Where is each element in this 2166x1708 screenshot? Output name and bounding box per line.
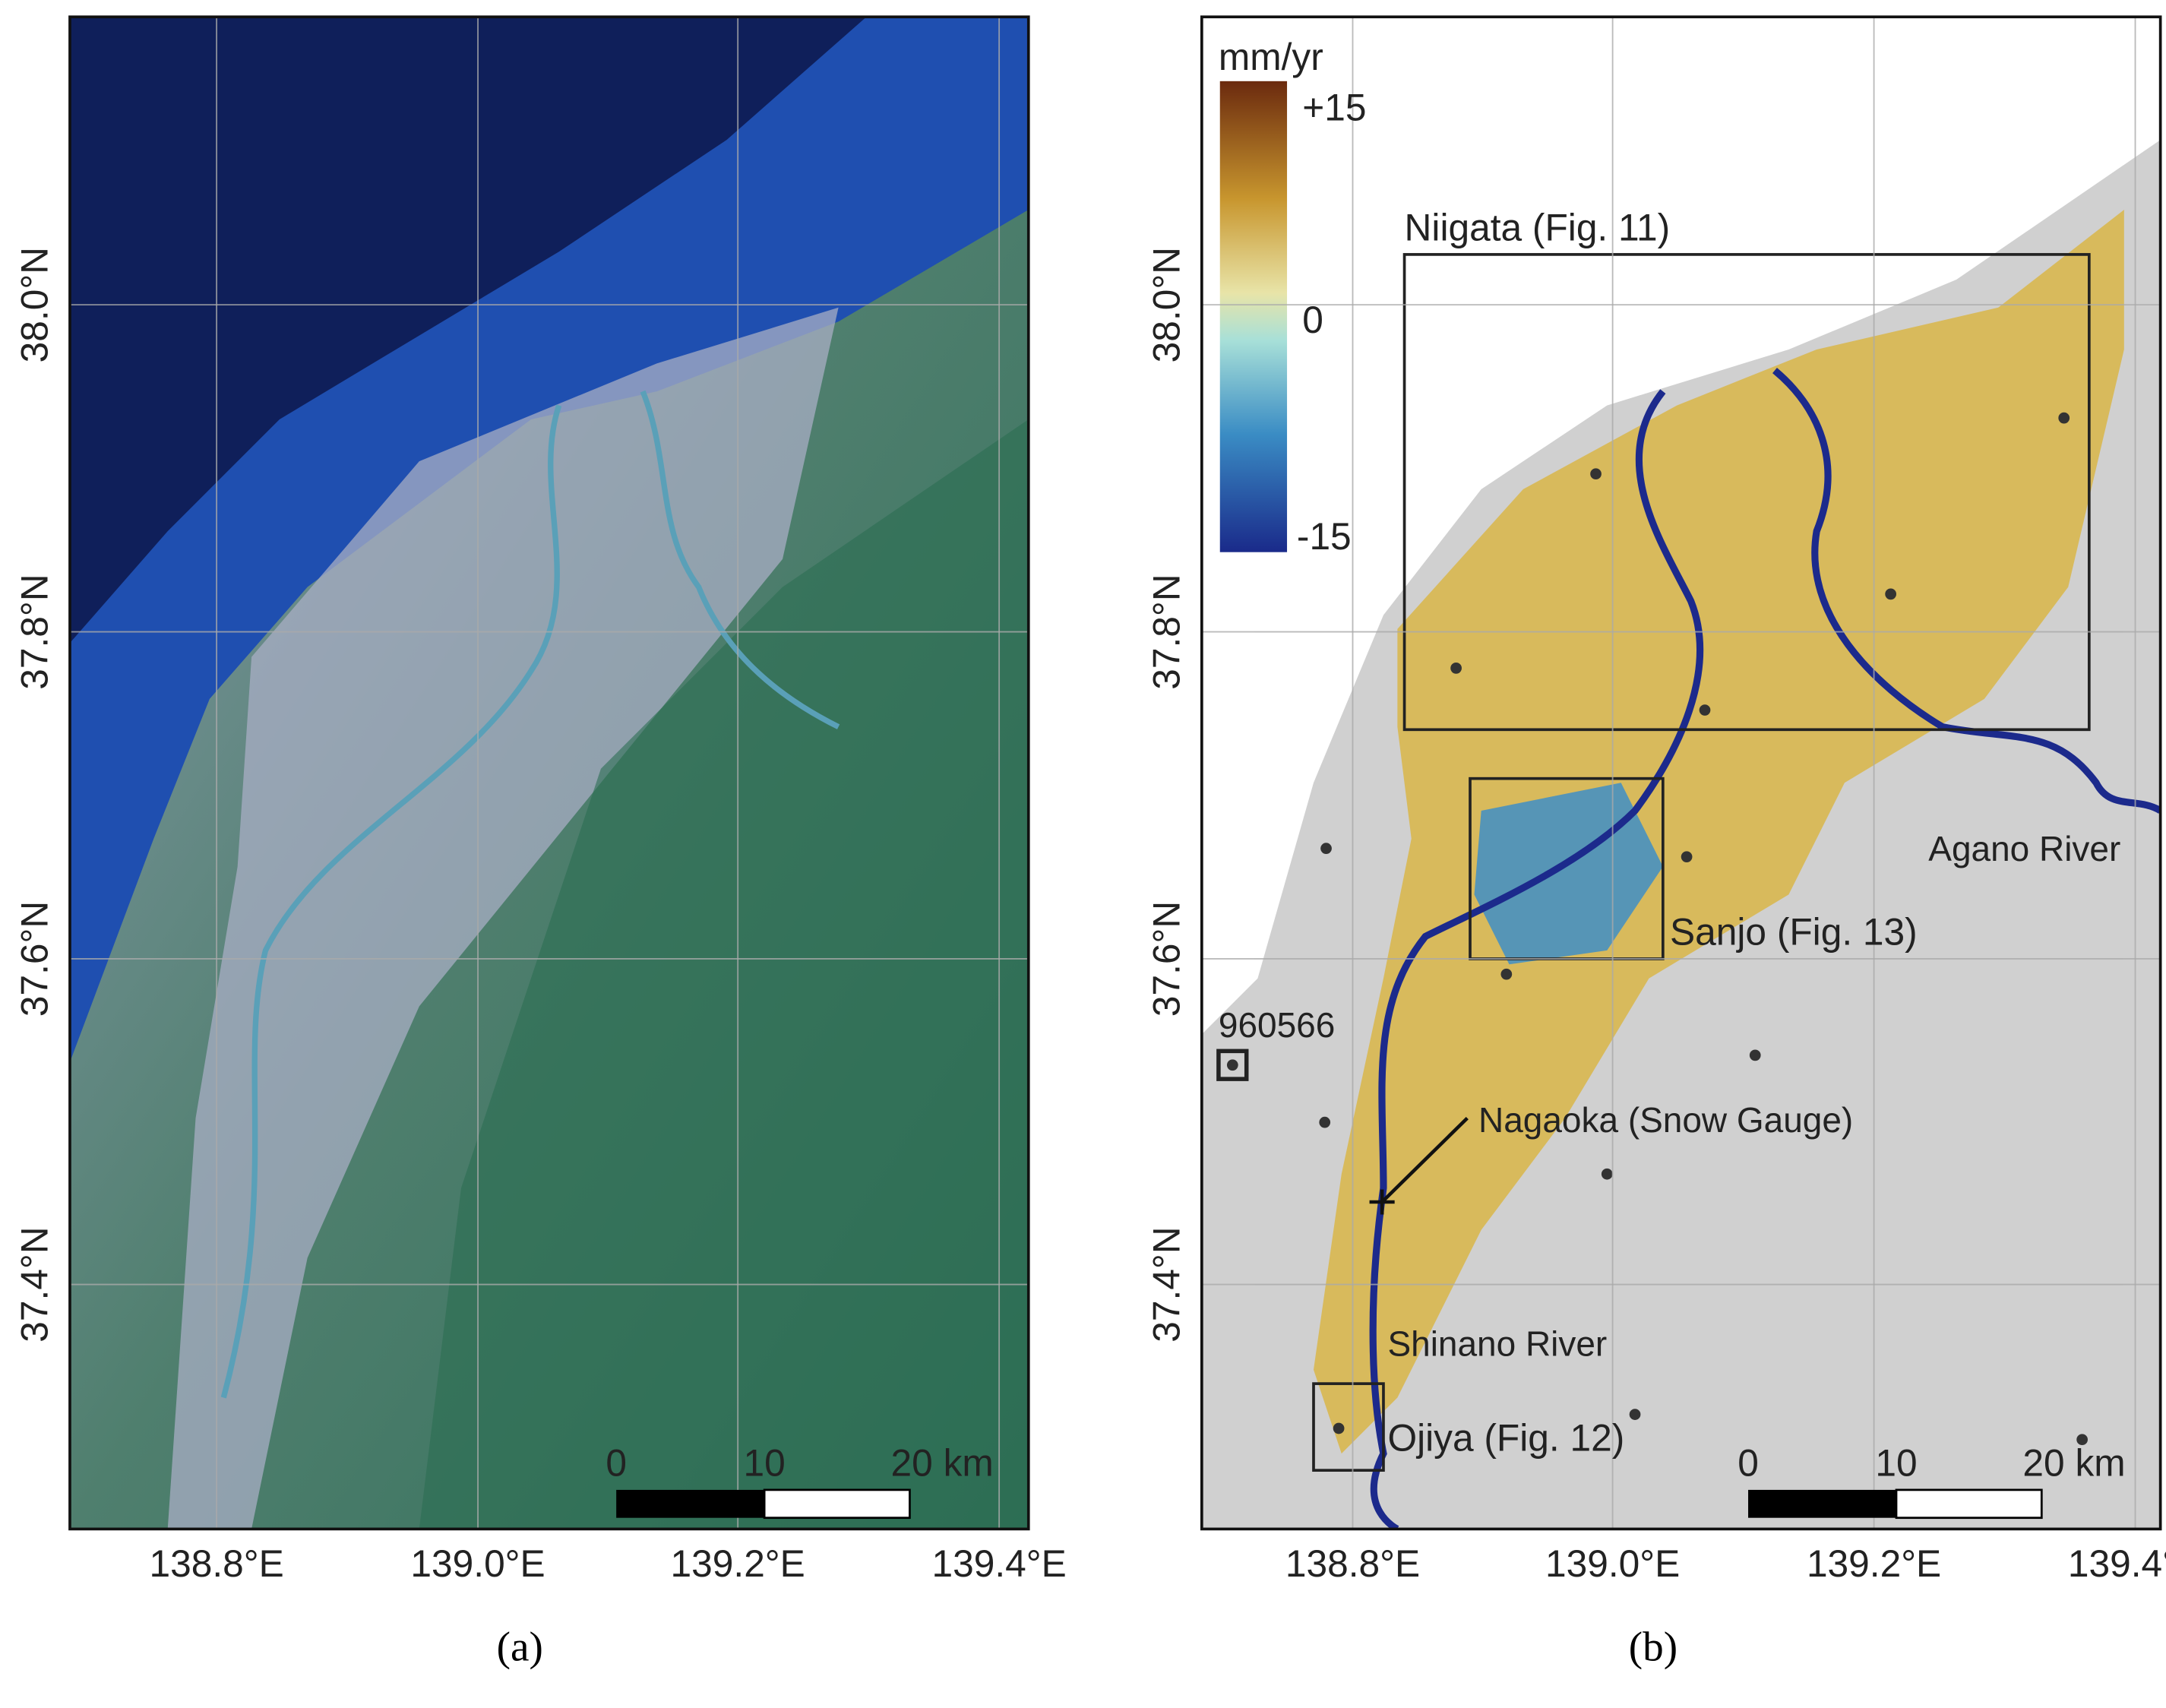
annotation: Nagaoka (Snow Gauge) [1478,1100,1853,1140]
x-axis-label: 138.8°E [1285,1542,1420,1585]
scale-bar-black [616,1489,765,1518]
y-axis-label: 37.6°N [1145,901,1187,1017]
panel-caption: (a) [497,1623,543,1669]
scale-bar-label: 0 [1738,1442,1759,1485]
scale-bar-black [1748,1489,1897,1518]
scale-bar-label: 0 [606,1442,627,1485]
legend-unit: mm/yr [1219,36,1323,78]
annotation: Sanjo (Fig. 13) [1670,911,1918,954]
scale-bar-label: 20 km [891,1442,994,1485]
annotation: Niigata (Fig. 11) [1405,207,1671,249]
grid [69,17,1029,1529]
panel-caption: (b) [1629,1623,1677,1669]
overlay: 138.8°E 139.0°E 139.2°E 139.4°E 38.0°N 37.8°N… [14,15,2166,1669]
x-axis-label: 139.0°E [410,1542,545,1585]
legend-label: +15 [1302,86,1366,128]
scale-bar-label: 10 [744,1442,786,1485]
y-axis-label: 37.8°N [14,574,56,689]
y-axis-label: 37.8°N [1145,574,1187,689]
scale-bar-white [1895,1488,2043,1520]
annotation: 960566 [1219,1005,1335,1045]
satellite-map [69,17,1029,1529]
annotation: Shinano River [1387,1324,1607,1363]
scale-bar-white [763,1488,911,1520]
map-frame [1200,15,2162,1531]
annotation: Agano River [1928,829,2120,868]
x-axis-label: 139.4°E [2068,1542,2166,1585]
legend-label: -15 [1297,515,1352,558]
x-axis-label: 139.2°E [671,1542,805,1585]
map-frame [68,15,1030,1531]
x-axis-label: 138.8°E [149,1542,283,1585]
scale-bar-label: 20 km [2022,1442,2125,1485]
legend-label: 0 [1302,299,1323,341]
y-axis-label: 37.4°N [14,1226,56,1342]
scale-bar-label: 10 [1875,1442,1917,1485]
y-axis-label: 38.0°N [1145,247,1187,362]
grid [1201,17,2161,1529]
y-axis-label: 37.4°N [1145,1226,1187,1342]
x-axis-label: 139.0°E [1545,1542,1680,1585]
velocity-map [1201,17,2161,1529]
annotation: Ojiya (Fig. 12) [1387,1416,1624,1459]
y-axis-label: 38.0°N [14,247,56,362]
x-axis-label: 139.2°E [1807,1542,1941,1585]
x-axis-label: 139.4°E [932,1542,1067,1585]
y-axis-label: 37.6°N [14,901,56,1017]
